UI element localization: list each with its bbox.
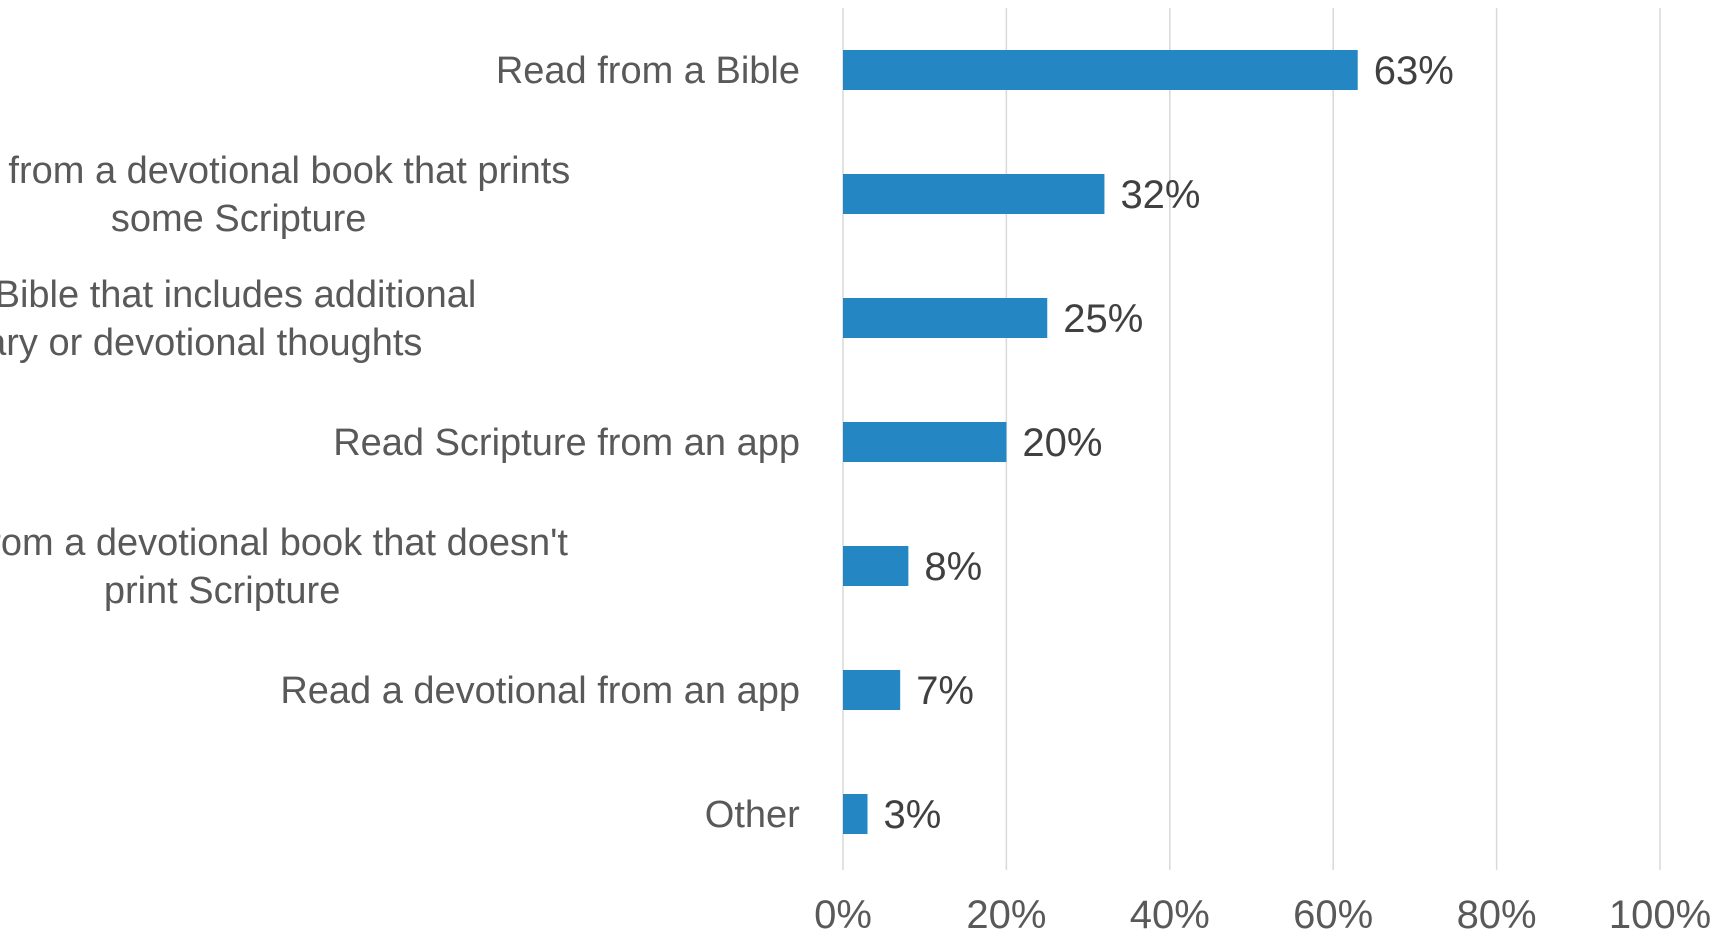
- gridlines: [842, 8, 1661, 870]
- bar: [843, 50, 1358, 90]
- category-label-line: Other: [705, 794, 800, 836]
- category-label-line: Read a devotional from an app: [280, 670, 800, 712]
- category-label: Read Scripture from an app: [333, 422, 800, 464]
- x-tick-label: 20%: [966, 893, 1046, 937]
- x-tick-label: 80%: [1457, 893, 1537, 937]
- category-label: Other: [705, 794, 800, 836]
- category-label-line: Read from a devotional book that doesn't: [0, 522, 568, 564]
- data-label: 20%: [1022, 421, 1102, 465]
- category-label-line: Read from a Bible that includes addition…: [0, 274, 476, 316]
- bar: [843, 298, 1048, 338]
- data-label: 63%: [1374, 49, 1454, 93]
- data-label: 7%: [916, 669, 974, 713]
- category-label: Read from a devotional book that prints s…: [0, 150, 570, 240]
- category-label-line: some Scripture: [111, 198, 367, 240]
- category-label-line: Read Scripture from an app: [333, 422, 800, 464]
- bar: [843, 794, 868, 834]
- bar: [843, 422, 1007, 462]
- category-label: Read a devotional from an app: [280, 670, 800, 712]
- category-label: Read from a devotional book that doesn't…: [0, 522, 568, 612]
- x-tick-label: 0%: [814, 893, 872, 937]
- bar: [843, 670, 901, 710]
- x-tick-label: 100%: [1609, 893, 1711, 937]
- category-label-line: commentary or devotional thoughts: [0, 322, 422, 364]
- x-tick-label: 40%: [1130, 893, 1210, 937]
- category-label: Read from a Bible: [496, 50, 800, 92]
- x-tick-label: 60%: [1293, 893, 1373, 937]
- category-label-line: Read from a devotional book that prints: [0, 150, 570, 192]
- category-label: Read from a Bible that includes addition…: [0, 274, 476, 364]
- data-label: 8%: [924, 545, 982, 589]
- data-label: 3%: [884, 793, 942, 837]
- bar: [843, 174, 1105, 214]
- category-label-line: print Scripture: [104, 570, 341, 612]
- data-labels: 63% 32% 25% 20% 8% 7% 3%: [884, 49, 1454, 837]
- x-axis-tick-labels: 0% 20% 40% 60% 80% 100%: [814, 893, 1711, 937]
- data-label: 25%: [1063, 297, 1143, 341]
- category-label-line: Read from a Bible: [496, 50, 800, 92]
- data-label: 32%: [1120, 173, 1200, 217]
- bar: [843, 546, 909, 586]
- category-labels: Read from a Bible Read from a devotional …: [0, 50, 800, 836]
- bars: [843, 50, 1358, 834]
